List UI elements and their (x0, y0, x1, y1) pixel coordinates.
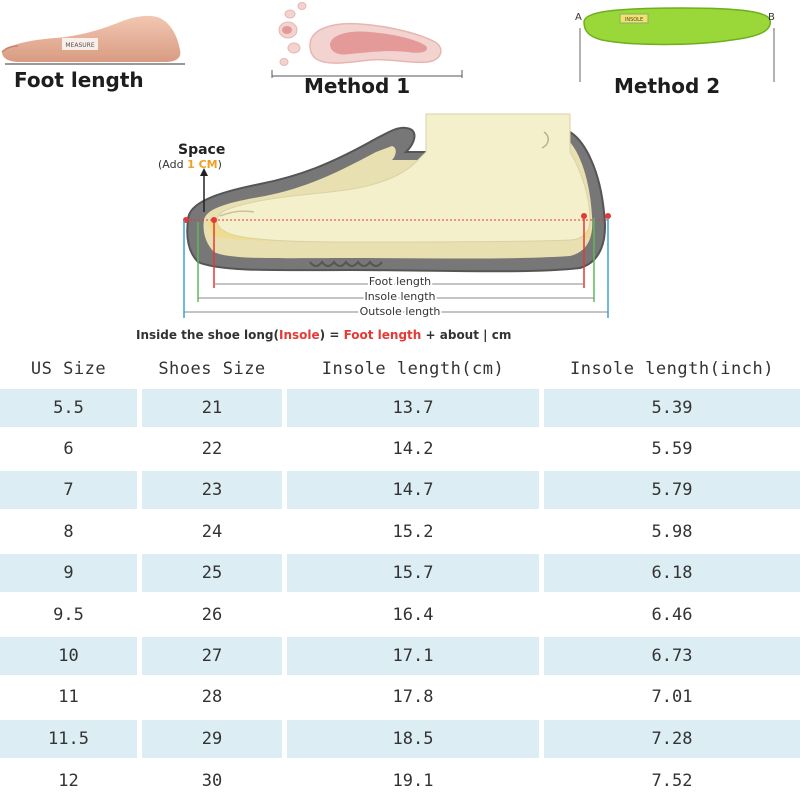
shoe-cross-section: Space (Add 1 CM) Foot length Insole leng… (136, 113, 611, 342)
shoes-size-cell: 28 (201, 687, 223, 707)
measure-tag: MEASURE (65, 42, 94, 49)
table-row: 7 23 14.7 5.79 (0, 471, 800, 509)
insole-cm-cell: 17.1 (287, 637, 539, 675)
shoes-size-cell: 21 (142, 389, 282, 427)
us-size-cell: 9.5 (53, 605, 84, 625)
insole-illustration: INSOLE A B (575, 7, 775, 82)
table-row: 6 22 14.2 5.59 (0, 430, 800, 468)
insole-cm-cell: 14.7 (287, 471, 539, 509)
insole-end-a: A (575, 12, 582, 23)
header-insole-inch: Insole length(inch) (570, 359, 774, 379)
add-one-cm-note: (Add 1 CM) (158, 158, 222, 171)
insole-inch-cell: 7.52 (651, 771, 693, 791)
insole-length-line-label: Insole length (364, 290, 435, 303)
table-row: 11.5 29 18.5 7.28 (0, 720, 800, 758)
insole-inch-cell: 6.18 (544, 554, 800, 592)
header-shoes-size: Shoes Size (158, 359, 266, 379)
insole-cm-cell: 15.2 (392, 522, 434, 542)
insole-formula: Inside the shoe long(Insole) = Foot leng… (136, 328, 511, 342)
us-size-cell: 7 (0, 471, 137, 509)
shoes-size-cell: 24 (201, 522, 223, 542)
insole-tag: INSOLE (625, 17, 643, 23)
header-insole-cm: Insole length(cm) (321, 359, 505, 379)
table-row: 12 30 19.1 7.52 (0, 762, 800, 800)
shoes-size-cell: 22 (201, 439, 223, 459)
us-size-cell: 6 (63, 439, 74, 459)
us-size-cell: 11.5 (0, 720, 137, 758)
method2-panel: INSOLE A B Method 2 (572, 0, 782, 105)
insole-inch-cell: 7.01 (651, 687, 693, 707)
footprint-illustration (271, 2, 463, 78)
table-row: 9 25 15.7 6.18 (0, 554, 800, 592)
method1-panel: Method 1 (270, 0, 465, 105)
shoes-size-cell: 23 (142, 471, 282, 509)
header-us-size: US Size (30, 359, 107, 379)
table-row: 8 24 15.2 5.98 (0, 513, 800, 551)
insole-inch-cell: 6.73 (544, 637, 800, 675)
outsole-length-line-label: Outsole length (360, 305, 441, 318)
insole-end-b: B (768, 12, 775, 23)
shoes-size-cell: 30 (201, 771, 223, 791)
shoes-size-cell: 27 (142, 637, 282, 675)
table-row: 5.5 21 13.7 5.39 (0, 389, 800, 427)
insole-cm-cell: 18.5 (287, 720, 539, 758)
us-size-cell: 12 (58, 771, 79, 791)
foot-length-line-label: Foot length (369, 275, 431, 288)
insole-cm-cell: 19.1 (392, 771, 434, 791)
foot-length-caption: Foot length (14, 68, 144, 92)
insole-cm-cell: 15.7 (287, 554, 539, 592)
us-size-cell: 10 (0, 637, 137, 675)
insole-cm-cell: 14.2 (392, 439, 434, 459)
shoes-size-cell: 26 (201, 605, 223, 625)
insole-cm-cell: 13.7 (287, 389, 539, 427)
shoes-size-cell: 25 (142, 554, 282, 592)
table-row: 10 27 17.1 6.73 (0, 637, 800, 675)
foot-side-illustration: MEASURE (1, 15, 185, 65)
method2-caption: Method 2 (614, 74, 721, 98)
measurement-methods: MEASURE Foot length Method 1 INSOLE A (0, 0, 800, 105)
insole-inch-cell: 5.39 (544, 389, 800, 427)
method1-caption: Method 1 (304, 74, 411, 98)
table-row: 11 28 17.8 7.01 (0, 678, 800, 716)
insole-inch-cell: 5.79 (544, 471, 800, 509)
space-label: Space (178, 142, 225, 158)
us-size-cell: 9 (0, 554, 137, 592)
us-size-cell: 11 (58, 687, 79, 707)
table-row: 9.5 26 16.4 6.46 (0, 596, 800, 634)
insole-inch-cell: 7.28 (544, 720, 800, 758)
insole-cm-cell: 17.8 (392, 687, 434, 707)
foot-length-panel: MEASURE Foot length (0, 0, 190, 105)
insole-cm-cell: 16.4 (392, 605, 434, 625)
us-size-cell: 8 (63, 522, 74, 542)
insole-inch-cell: 5.59 (651, 439, 693, 459)
shoe-cross-section-diagram: Space (Add 1 CM) Foot length Insole leng… (130, 112, 650, 352)
insole-inch-cell: 6.46 (651, 605, 693, 625)
shoes-size-cell: 29 (142, 720, 282, 758)
insole-inch-cell: 5.98 (651, 522, 693, 542)
us-size-cell: 5.5 (0, 389, 137, 427)
